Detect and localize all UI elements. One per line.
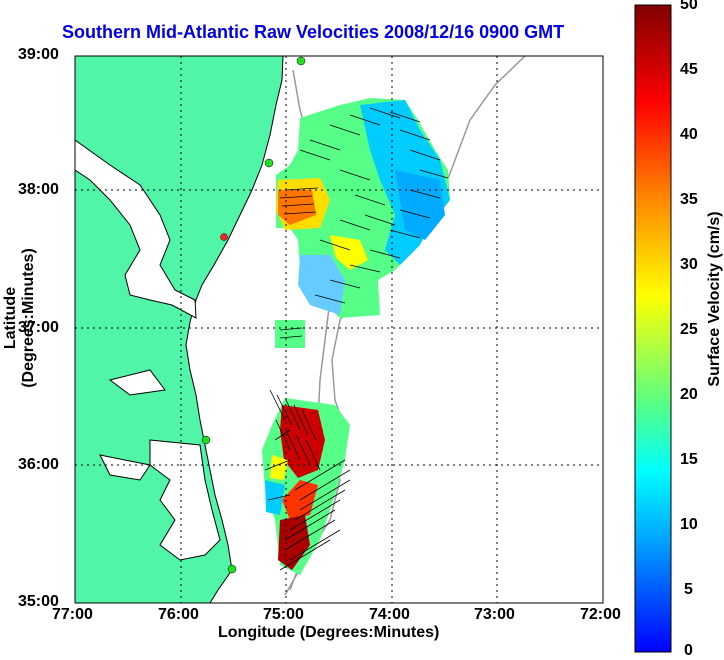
colorbar bbox=[634, 4, 672, 653]
sound-water bbox=[149, 439, 221, 561]
radar-site bbox=[264, 158, 274, 168]
x-tick: 74:00 bbox=[369, 606, 410, 623]
x-axis-label: Longitude (Degrees:Minutes) bbox=[218, 624, 440, 641]
colorbar-tick: 25 bbox=[680, 321, 698, 338]
x-tick: 76:00 bbox=[158, 606, 199, 623]
y-tick: 35:00 bbox=[18, 593, 59, 610]
x-tick: 77:00 bbox=[52, 606, 93, 623]
map-title: Southern Mid-Atlantic Raw Velocities 200… bbox=[62, 22, 565, 42]
colorbar-label: Surface Velocity (cm/s) bbox=[706, 211, 723, 387]
colorbar-tick: 5 bbox=[684, 581, 693, 598]
grid-lines bbox=[75, 56, 603, 603]
colorbar-tick: 15 bbox=[680, 451, 698, 468]
colorbar-tick: 35 bbox=[680, 191, 698, 208]
x-tick: 72:00 bbox=[580, 606, 621, 623]
radar-site bbox=[296, 56, 306, 66]
radar-site bbox=[201, 435, 211, 445]
colorbar-tick: 0 bbox=[684, 642, 693, 659]
y-axis-label: Latitude (Degrees:Minutes) bbox=[2, 248, 37, 388]
colorbar-tick: 40 bbox=[680, 126, 698, 143]
y-tick: 37:00 bbox=[18, 319, 59, 336]
radar-site bbox=[220, 233, 228, 241]
colorbar-tick: 10 bbox=[680, 516, 698, 533]
colorbar-tick: 50 bbox=[680, 0, 698, 13]
bay-water bbox=[75, 139, 197, 319]
radar-site bbox=[227, 564, 237, 574]
x-tick: 73:00 bbox=[474, 606, 515, 623]
plot-frame bbox=[74, 55, 604, 604]
y-tick: 38:00 bbox=[18, 181, 59, 198]
colorbar-tick: 45 bbox=[680, 61, 698, 78]
y-tick: 39:00 bbox=[18, 46, 59, 63]
colorbar-tick: 30 bbox=[680, 256, 698, 273]
x-tick: 75:00 bbox=[263, 606, 304, 623]
colorbar-tick: 20 bbox=[680, 386, 698, 403]
velocity-vectors bbox=[264, 107, 449, 571]
y-tick: 36:00 bbox=[18, 456, 59, 473]
